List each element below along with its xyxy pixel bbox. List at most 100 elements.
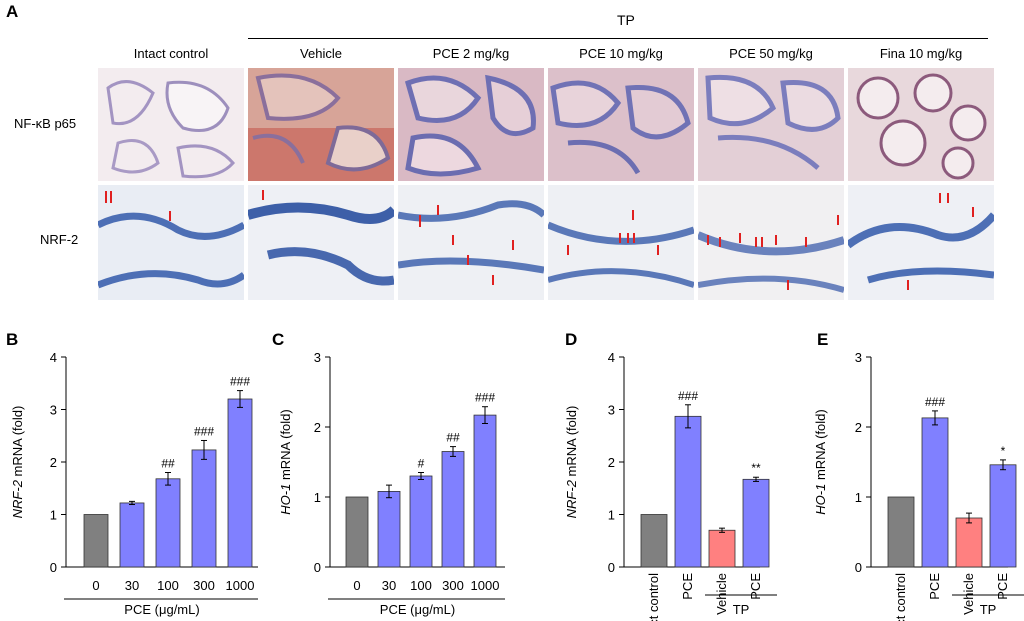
bar-d-1 (674, 415, 702, 568)
bar-e-3 (989, 464, 1017, 568)
micrograph-nfkb-fina10 (848, 68, 994, 181)
y-tick-label-e: 1 (855, 490, 862, 505)
significance-b-2: ## (161, 457, 175, 471)
panel-c-letter: C (272, 330, 284, 349)
bar-c-2 (409, 475, 433, 568)
y-axis-label-b: NRF-2 mRNA (fold) (10, 406, 25, 519)
y-tick-label-b: 4 (50, 350, 57, 365)
y-tick-label-d: 4 (608, 350, 615, 365)
x-tick-label-e-0: Intact control (893, 573, 908, 621)
col-label-intact: Intact control (133, 46, 209, 61)
significance-b-4: ### (230, 375, 250, 389)
micrograph-nrf2-intact (98, 185, 244, 300)
y-tick-label-c: 2 (314, 420, 321, 435)
row-label-nfkb: NF-κB p65 (14, 116, 77, 131)
y-tick-label-d: 1 (608, 508, 615, 523)
micrograph-nrf2-vehicle (248, 185, 394, 300)
significance-e-3: * (1001, 444, 1006, 458)
y-tick-label-c: 3 (314, 350, 321, 365)
micrograph-nfkb-pce10 (548, 68, 694, 181)
panel-a-letter: A (6, 2, 19, 21)
y-axis-label-e: HO-1 mRNA (fold) (813, 409, 828, 514)
panel-d-letter: D (565, 330, 577, 349)
x-axis-title-b: PCE (μg/mL) (124, 602, 199, 617)
significance-d-1: ### (678, 389, 698, 403)
micrograph-nrf2-pce10 (548, 185, 694, 300)
micrograph-nfkb-pce2 (398, 68, 544, 181)
y-tick-label-b: 2 (50, 455, 57, 470)
tp-group-line (248, 38, 988, 39)
tp-group-label: TP (617, 12, 635, 28)
significance-c-3: ## (446, 431, 460, 445)
x-tick-label-b-2: 100 (157, 578, 179, 593)
x-axis-title-c: PCE (μg/mL) (380, 602, 455, 617)
bar-e-0 (887, 496, 915, 568)
x-tick-label-b-1: 30 (125, 578, 139, 593)
bar-b-3 (191, 449, 217, 568)
micrograph-nrf2-fina10 (848, 185, 994, 300)
panel-b-letter: B (6, 330, 18, 349)
micrograph-nrf2-pce2 (398, 185, 544, 300)
x-tick-label-b-3: 300 (193, 578, 215, 593)
y-tick-label-c: 1 (314, 490, 321, 505)
col-label-pce2: PCE 2 mg/kg (432, 46, 510, 61)
significance-d-3: ** (751, 461, 761, 475)
x-tick-label-d-0: Intact control (646, 573, 661, 621)
bar-e-1 (921, 417, 949, 568)
bar-b-1 (119, 502, 145, 568)
x-tick-label-e-3: PCE (995, 573, 1010, 600)
significance-c-4: ### (475, 391, 495, 405)
y-tick-label-b: 1 (50, 508, 57, 523)
tp-group-label-d: TP (733, 602, 750, 617)
bar-c-4 (473, 414, 497, 568)
bar-c-0 (345, 496, 369, 568)
x-tick-label-c-0: 0 (353, 578, 360, 593)
significance-c-2: # (418, 457, 425, 471)
micrograph-nfkb-pce50 (698, 68, 844, 181)
y-tick-label-d: 3 (608, 403, 615, 418)
bar-d-3 (742, 478, 770, 568)
significance-b-3: ### (194, 424, 214, 438)
bar-b-0 (83, 514, 109, 568)
bar-c-3 (441, 451, 465, 568)
bar-c-1 (377, 490, 401, 568)
y-axis-label-d: NRF-2 mRNA (fold) (564, 406, 579, 519)
col-label-vehicle: Vehicle (300, 46, 342, 61)
y-tick-label-b: 0 (50, 560, 57, 575)
y-tick-label-d: 2 (608, 455, 615, 470)
bar-b-2 (155, 478, 181, 568)
x-tick-label-e-1: PCE (927, 573, 942, 600)
bar-d-2 (708, 529, 736, 568)
x-tick-label-e-2: Vehicle (961, 573, 976, 615)
x-tick-label-b-0: 0 (92, 578, 99, 593)
col-label-fina10: Fina 10 mg/kg (879, 46, 963, 61)
x-tick-label-b-4: 1000 (226, 578, 255, 593)
micrograph-nfkb-intact (98, 68, 244, 181)
x-tick-label-d-3: PCE (748, 573, 763, 600)
y-tick-label-b: 3 (50, 403, 57, 418)
x-tick-label-c-3: 300 (442, 578, 464, 593)
micrograph-nrf2-pce50 (698, 185, 844, 300)
significance-e-1: ### (925, 395, 945, 409)
y-tick-label-e: 0 (855, 560, 862, 575)
y-tick-label-e: 2 (855, 420, 862, 435)
panel-e-letter: E (817, 330, 828, 349)
y-tick-label-e: 3 (855, 350, 862, 365)
x-tick-label-c-1: 30 (382, 578, 396, 593)
x-tick-label-c-2: 100 (410, 578, 432, 593)
x-tick-label-c-4: 1000 (471, 578, 500, 593)
tp-group-label-e: TP (980, 602, 997, 617)
col-label-pce10: PCE 10 mg/kg (579, 46, 663, 61)
bar-b-4 (227, 398, 253, 568)
x-tick-label-d-1: PCE (680, 573, 695, 600)
y-tick-label-d: 0 (608, 560, 615, 575)
y-axis-label-c: HO-1 mRNA (fold) (278, 409, 293, 514)
bar-e-2 (955, 517, 983, 568)
y-tick-label-c: 0 (314, 560, 321, 575)
row-label-nrf2: NRF-2 (40, 232, 79, 247)
micrograph-nfkb-vehicle (248, 68, 394, 181)
col-label-pce50: PCE 50 mg/kg (729, 46, 813, 61)
x-tick-label-d-2: Vehicle (714, 573, 729, 615)
bar-d-0 (640, 514, 668, 568)
